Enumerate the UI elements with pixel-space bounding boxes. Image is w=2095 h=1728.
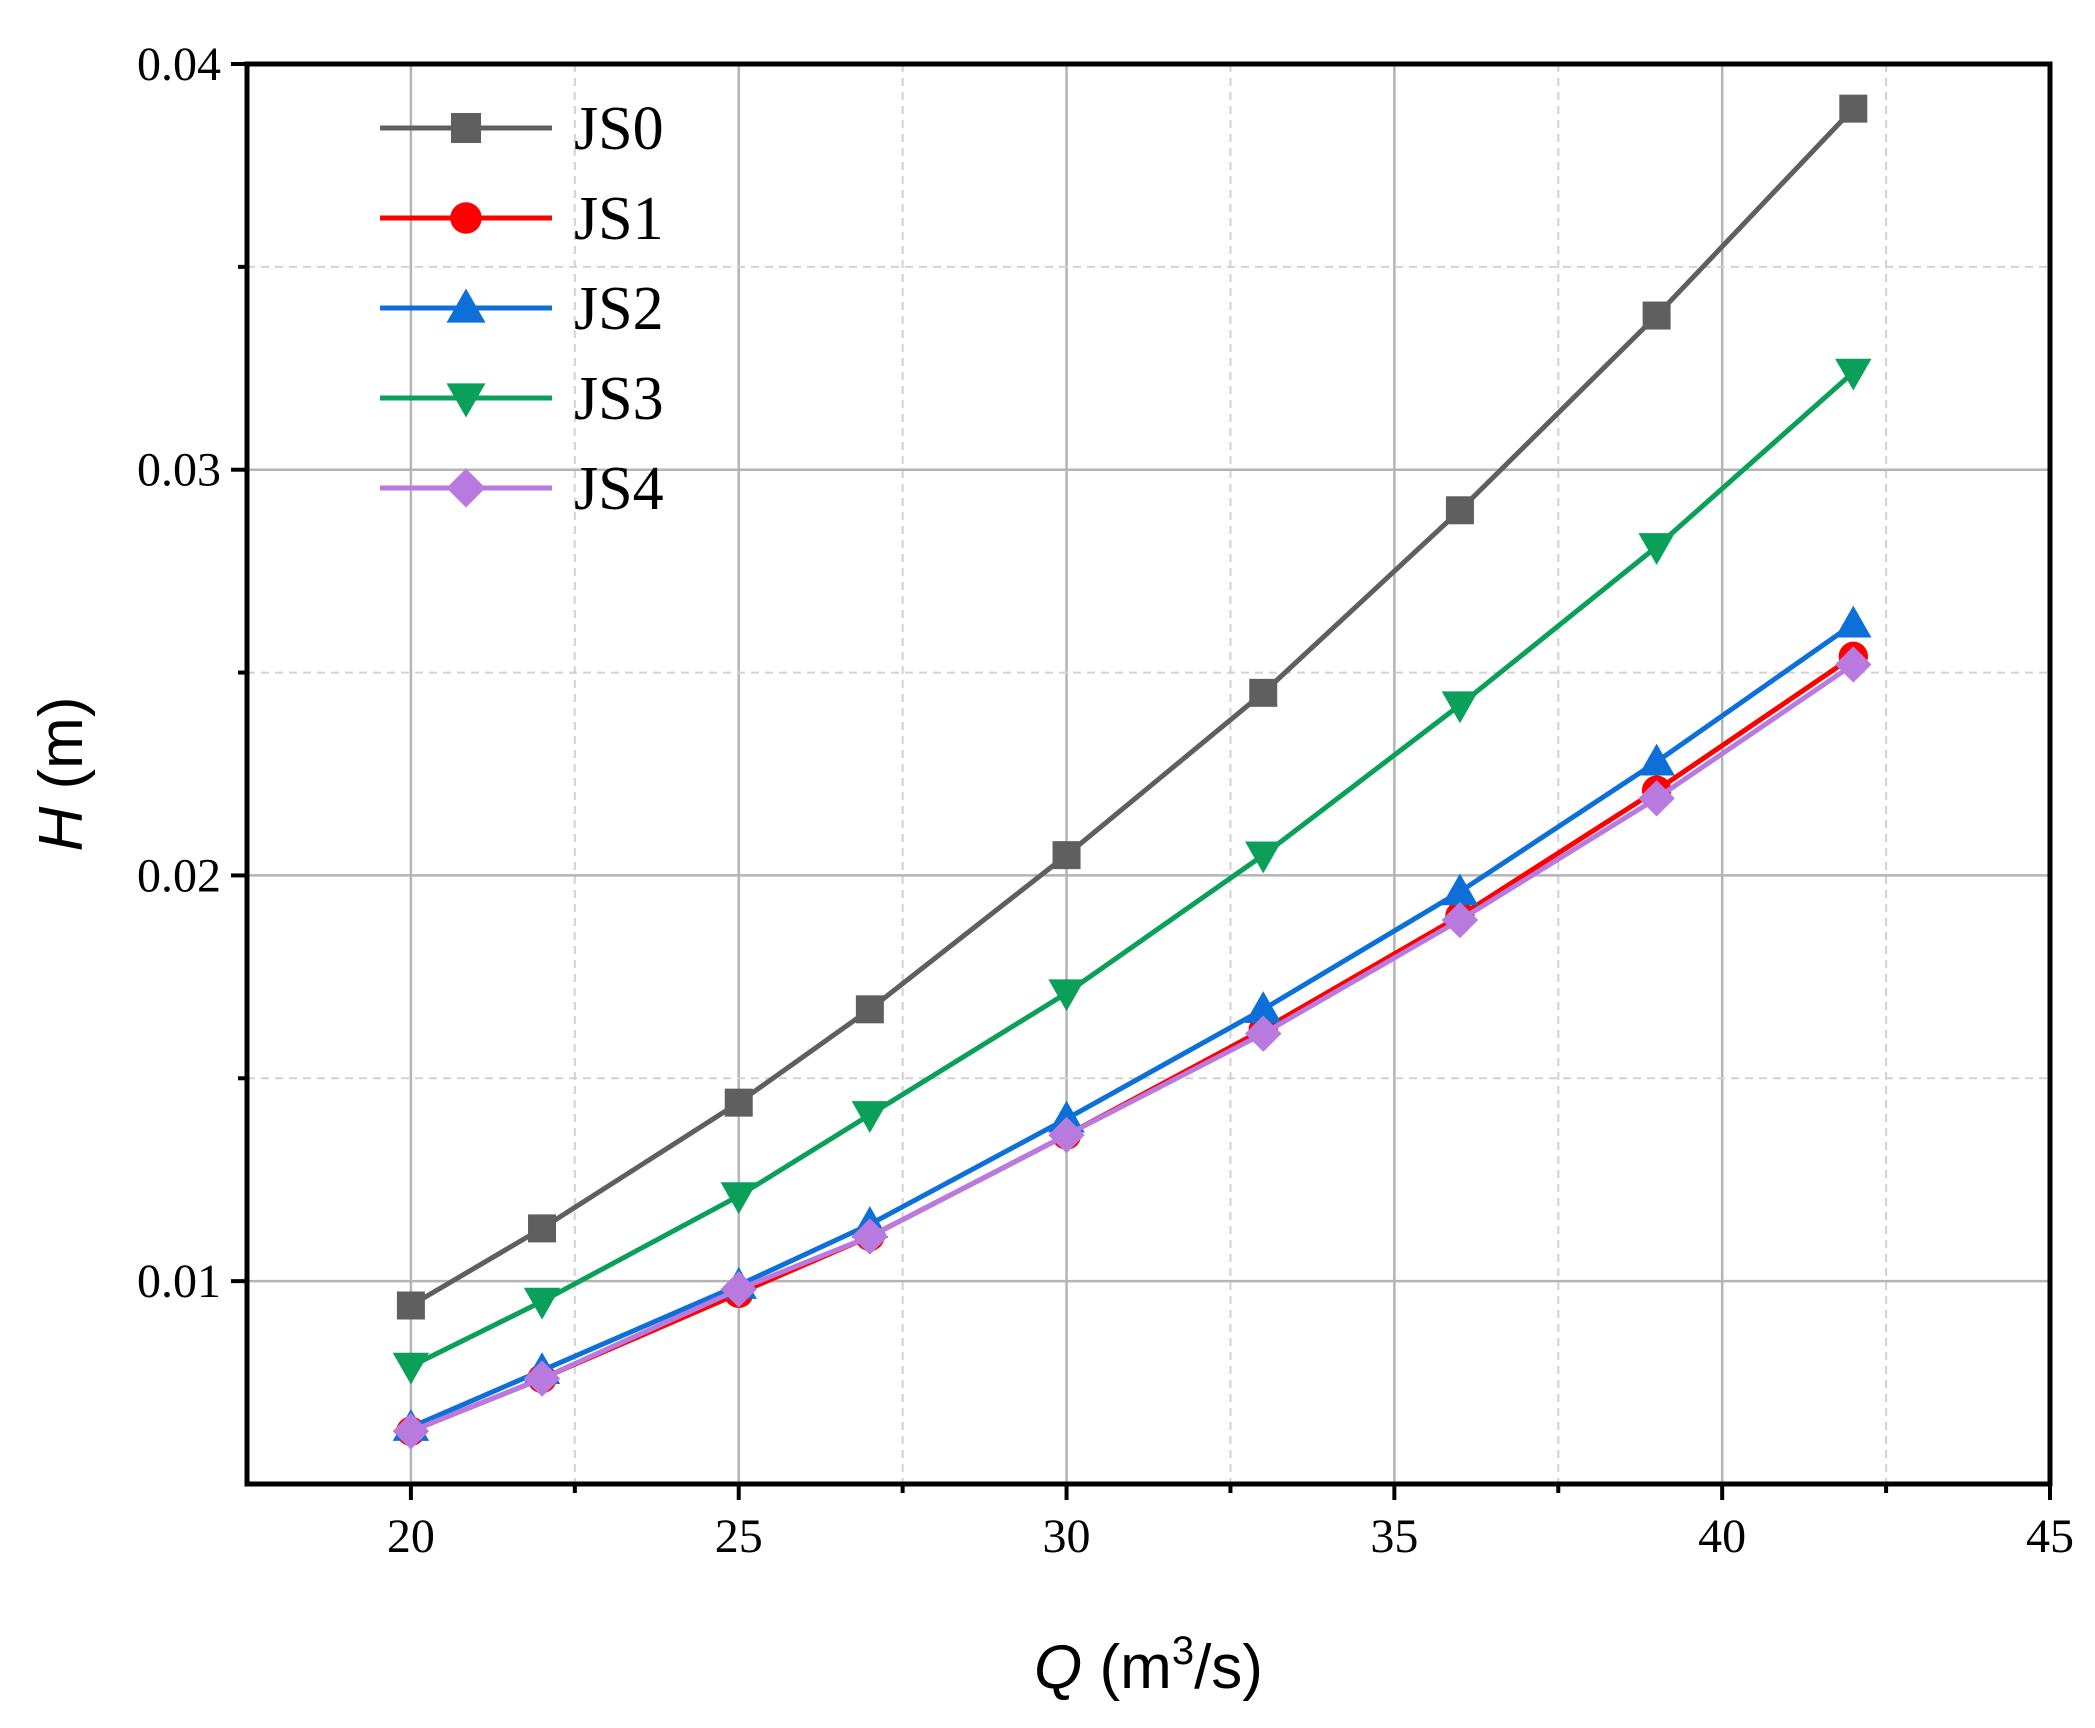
- x-tick-label: 45: [2026, 1510, 2074, 1563]
- x-axis-title: Q (m3/s): [1034, 1629, 1263, 1702]
- data-point: [720, 1182, 757, 1215]
- legend-label: JS2: [574, 275, 664, 343]
- data-point: [1638, 743, 1675, 776]
- data-point: [1245, 1015, 1282, 1052]
- data-point: [855, 995, 884, 1024]
- series-js3: [392, 358, 1872, 1385]
- data-point: [1245, 991, 1282, 1023]
- data-point: [392, 1352, 430, 1385]
- tick-labels: 20 25 30 35 40 45 0.01 0.02 0.03 0.04: [137, 38, 2074, 1563]
- data-point: [1441, 901, 1479, 939]
- legend-marker: [446, 288, 486, 323]
- y-axis-title: H (m): [27, 697, 96, 852]
- series-js0: [396, 94, 1868, 1320]
- legend-item: JS0: [380, 95, 664, 163]
- legend-marker: [446, 468, 486, 508]
- data-point: [1441, 873, 1479, 906]
- legend-marker: [451, 113, 481, 143]
- legend-label: JS0: [574, 95, 664, 163]
- data-point: [1445, 496, 1474, 525]
- legend-item: JS2: [380, 275, 664, 343]
- data-point: [1048, 1100, 1085, 1133]
- legend-label: JS3: [574, 365, 664, 433]
- data-point: [720, 1271, 757, 1308]
- x-tick-label: 40: [1698, 1510, 1746, 1563]
- x-tick-label: 30: [1043, 1510, 1091, 1563]
- data-point: [523, 1360, 561, 1397]
- data-point: [1048, 1116, 1085, 1154]
- data-point: [396, 1291, 425, 1320]
- grid: [247, 64, 2050, 1484]
- legend-marker: [446, 383, 486, 418]
- data-point: [528, 1214, 557, 1243]
- legend-item: JS1: [380, 185, 664, 253]
- legend: JS0 JS1 JS2 JS3 JS4: [380, 95, 664, 523]
- data-point: [1835, 358, 1872, 391]
- y-tick-label: 0.01: [137, 1255, 221, 1308]
- legend-item: JS4: [380, 455, 664, 523]
- y-tick-label: 0.02: [137, 849, 221, 902]
- legend-label: JS4: [574, 455, 664, 523]
- x-tick-label: 35: [1370, 1510, 1418, 1563]
- data-point: [1441, 691, 1479, 724]
- data-point: [1245, 841, 1282, 874]
- data-point: [1642, 301, 1671, 330]
- y-tick-label: 0.03: [137, 444, 221, 497]
- y-tick-label: 0.04: [137, 38, 221, 91]
- x-tick-label: 25: [715, 1510, 763, 1563]
- data-point: [1048, 979, 1085, 1012]
- data-point: [1835, 646, 1872, 683]
- data-point: [523, 1287, 561, 1320]
- data-point: [724, 1088, 753, 1117]
- data-point: [851, 1101, 889, 1133]
- legend-item: JS3: [380, 365, 664, 433]
- data-point: [851, 1218, 889, 1255]
- data-point: [1839, 94, 1868, 123]
- plot-frame: [244, 61, 2053, 1487]
- data-point: [1052, 841, 1081, 870]
- data-point: [1249, 678, 1278, 707]
- legend-label: JS1: [574, 185, 664, 253]
- legend-marker: [450, 202, 482, 234]
- x-tick-label: 20: [387, 1510, 435, 1563]
- data-point: [1638, 533, 1675, 565]
- data-point: [392, 1413, 430, 1450]
- series-group: [392, 94, 1872, 1450]
- series-js4: [392, 646, 1872, 1450]
- data-point: [1835, 605, 1872, 638]
- data-point: [1638, 780, 1675, 817]
